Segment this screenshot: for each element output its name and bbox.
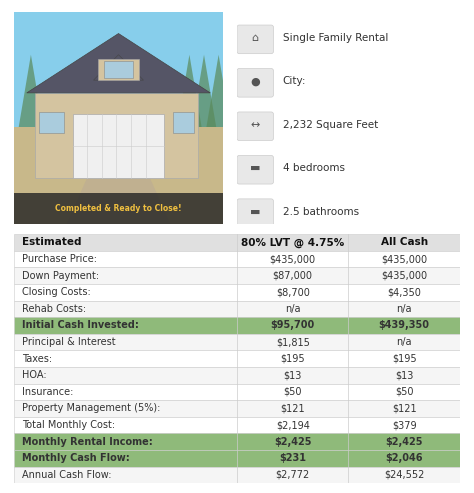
Text: Estimated: Estimated	[22, 238, 82, 247]
FancyBboxPatch shape	[237, 25, 273, 54]
FancyBboxPatch shape	[237, 112, 273, 141]
FancyBboxPatch shape	[104, 61, 133, 78]
Text: Rehab Costs:: Rehab Costs:	[22, 304, 86, 314]
Text: All Cash: All Cash	[381, 238, 428, 247]
Text: $2,046: $2,046	[385, 453, 423, 463]
Text: ▬: ▬	[250, 207, 260, 216]
Text: Purchase Price:: Purchase Price:	[22, 254, 97, 264]
FancyBboxPatch shape	[14, 351, 460, 367]
FancyBboxPatch shape	[73, 114, 164, 177]
FancyBboxPatch shape	[237, 69, 273, 97]
Text: $2,772: $2,772	[275, 470, 310, 480]
FancyBboxPatch shape	[173, 112, 193, 133]
Text: $435,000: $435,000	[270, 254, 316, 264]
Text: Total Monthly Cost:: Total Monthly Cost:	[22, 420, 115, 430]
Text: $50: $50	[283, 387, 302, 397]
FancyBboxPatch shape	[14, 400, 460, 417]
FancyBboxPatch shape	[14, 301, 460, 317]
Text: Initial Cash Invested:: Initial Cash Invested:	[22, 320, 139, 330]
FancyBboxPatch shape	[237, 199, 273, 227]
FancyBboxPatch shape	[14, 334, 460, 351]
Text: $379: $379	[392, 420, 416, 430]
Text: n/a: n/a	[285, 304, 301, 314]
Text: Completed & Ready to Close!: Completed & Ready to Close!	[55, 204, 182, 213]
Text: Taxes:: Taxes:	[22, 353, 52, 364]
Text: Single Family Rental: Single Family Rental	[283, 33, 388, 43]
FancyBboxPatch shape	[14, 466, 460, 483]
Text: 2.5 bathrooms: 2.5 bathrooms	[283, 207, 359, 216]
Text: $2,194: $2,194	[276, 420, 310, 430]
Text: $435,000: $435,000	[381, 254, 427, 264]
FancyBboxPatch shape	[14, 317, 460, 334]
Text: Down Payment:: Down Payment:	[22, 271, 100, 281]
FancyBboxPatch shape	[14, 450, 460, 466]
Text: $2,425: $2,425	[274, 437, 311, 447]
Text: n/a: n/a	[396, 337, 412, 347]
Text: City:: City:	[283, 76, 306, 86]
Text: Principal & Interest: Principal & Interest	[22, 337, 116, 347]
Text: $87,000: $87,000	[273, 271, 313, 281]
Text: HOA:: HOA:	[22, 370, 47, 380]
Text: $8,700: $8,700	[276, 287, 310, 297]
Text: Closing Costs:: Closing Costs:	[22, 287, 91, 297]
Polygon shape	[66, 177, 171, 224]
Text: $2,425: $2,425	[385, 437, 423, 447]
Text: $95,700: $95,700	[271, 320, 315, 330]
Text: $439,350: $439,350	[379, 320, 429, 330]
Text: $195: $195	[281, 353, 305, 364]
FancyBboxPatch shape	[14, 417, 460, 433]
Polygon shape	[191, 55, 217, 129]
Text: $195: $195	[392, 353, 416, 364]
FancyBboxPatch shape	[14, 367, 460, 384]
FancyBboxPatch shape	[14, 127, 223, 224]
FancyBboxPatch shape	[98, 59, 139, 80]
Polygon shape	[93, 55, 144, 80]
Polygon shape	[206, 55, 231, 129]
FancyBboxPatch shape	[14, 267, 460, 284]
Text: $121: $121	[392, 403, 416, 414]
Polygon shape	[27, 34, 210, 93]
Text: $50: $50	[395, 387, 413, 397]
Text: $13: $13	[283, 370, 302, 380]
Text: $231: $231	[279, 453, 306, 463]
Text: $121: $121	[281, 403, 305, 414]
FancyBboxPatch shape	[14, 384, 460, 400]
Polygon shape	[18, 55, 44, 129]
Text: $1,815: $1,815	[276, 337, 310, 347]
Text: 4 bedrooms: 4 bedrooms	[283, 163, 345, 173]
FancyBboxPatch shape	[35, 93, 198, 177]
Text: $4,350: $4,350	[387, 287, 421, 297]
Text: 80% LVT @ 4.75%: 80% LVT @ 4.75%	[241, 237, 344, 247]
Text: 2,232 Square Feet: 2,232 Square Feet	[283, 120, 378, 130]
Text: Insurance:: Insurance:	[22, 387, 73, 397]
FancyBboxPatch shape	[14, 12, 223, 129]
Text: ↔: ↔	[251, 120, 260, 130]
Text: n/a: n/a	[396, 304, 412, 314]
Text: Monthly Cash Flow:: Monthly Cash Flow:	[22, 453, 130, 463]
Polygon shape	[177, 55, 202, 129]
FancyBboxPatch shape	[237, 155, 273, 184]
Text: ⌂: ⌂	[252, 33, 259, 43]
Text: Property Management (5%):: Property Management (5%):	[22, 403, 161, 414]
Text: ▬: ▬	[250, 163, 260, 173]
FancyBboxPatch shape	[14, 284, 460, 301]
Text: $24,552: $24,552	[384, 470, 424, 480]
Text: $435,000: $435,000	[381, 271, 427, 281]
FancyBboxPatch shape	[14, 433, 460, 450]
FancyBboxPatch shape	[14, 193, 223, 224]
Text: ●: ●	[250, 76, 260, 86]
FancyBboxPatch shape	[39, 112, 64, 133]
Text: $13: $13	[395, 370, 413, 380]
FancyBboxPatch shape	[14, 234, 460, 251]
Text: Annual Cash Flow:: Annual Cash Flow:	[22, 470, 112, 480]
FancyBboxPatch shape	[14, 251, 460, 267]
Text: Monthly Rental Income:: Monthly Rental Income:	[22, 437, 153, 447]
